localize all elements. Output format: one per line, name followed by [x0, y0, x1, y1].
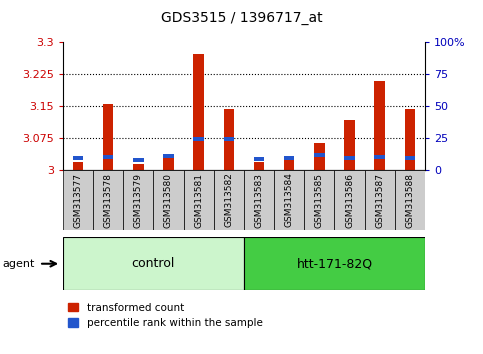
- Bar: [304, 170, 334, 230]
- Legend: transformed count, percentile rank within the sample: transformed count, percentile rank withi…: [68, 303, 263, 328]
- Bar: [63, 237, 244, 290]
- Text: GSM313581: GSM313581: [194, 172, 203, 228]
- Bar: [254, 157, 264, 161]
- Text: GSM313588: GSM313588: [405, 172, 414, 228]
- Bar: [103, 104, 114, 170]
- Text: GSM313583: GSM313583: [255, 172, 264, 228]
- Bar: [133, 158, 143, 162]
- Bar: [374, 155, 385, 159]
- Text: control: control: [132, 257, 175, 270]
- Text: htt-171-82Q: htt-171-82Q: [297, 257, 372, 270]
- Bar: [254, 162, 264, 170]
- Bar: [193, 137, 204, 141]
- Text: GSM313577: GSM313577: [73, 172, 83, 228]
- Bar: [314, 143, 325, 170]
- Bar: [184, 170, 213, 230]
- Bar: [405, 109, 415, 170]
- Bar: [374, 81, 385, 170]
- Bar: [344, 156, 355, 160]
- Text: GSM313587: GSM313587: [375, 172, 384, 228]
- Bar: [163, 156, 174, 170]
- Bar: [72, 162, 83, 170]
- Text: GSM313578: GSM313578: [103, 172, 113, 228]
- Text: GDS3515 / 1396717_at: GDS3515 / 1396717_at: [161, 11, 322, 25]
- Text: GSM313579: GSM313579: [134, 172, 143, 228]
- Text: GSM313580: GSM313580: [164, 172, 173, 228]
- Bar: [72, 156, 83, 160]
- Bar: [133, 164, 143, 170]
- Bar: [154, 170, 184, 230]
- Text: GSM313582: GSM313582: [224, 172, 233, 228]
- Bar: [284, 156, 295, 160]
- Bar: [213, 170, 244, 230]
- Bar: [405, 156, 415, 160]
- Text: GSM313586: GSM313586: [345, 172, 354, 228]
- Bar: [314, 153, 325, 157]
- Bar: [244, 170, 274, 230]
- Bar: [395, 170, 425, 230]
- Bar: [365, 170, 395, 230]
- Bar: [334, 170, 365, 230]
- Bar: [274, 170, 304, 230]
- Bar: [163, 154, 174, 158]
- Text: agent: agent: [2, 259, 35, 269]
- Bar: [244, 237, 425, 290]
- Bar: [193, 55, 204, 170]
- Bar: [93, 170, 123, 230]
- Bar: [224, 137, 234, 141]
- Bar: [224, 109, 234, 170]
- Bar: [344, 120, 355, 170]
- Bar: [103, 155, 114, 159]
- Bar: [123, 170, 154, 230]
- Bar: [284, 160, 295, 170]
- Text: GSM313585: GSM313585: [315, 172, 324, 228]
- Text: GSM313584: GSM313584: [284, 172, 294, 228]
- Bar: [63, 170, 93, 230]
